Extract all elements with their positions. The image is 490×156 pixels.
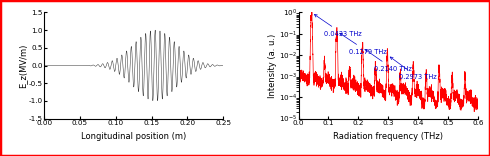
X-axis label: Radiation frequency (THz): Radiation frequency (THz) xyxy=(333,132,443,141)
Text: 0.1279 THz: 0.1279 THz xyxy=(340,33,387,55)
Text: 0.2973 THz: 0.2973 THz xyxy=(390,57,437,80)
Y-axis label: E_z(MV/m): E_z(MV/m) xyxy=(18,43,27,88)
Y-axis label: Intensity (a. u.): Intensity (a. u.) xyxy=(269,33,277,98)
Text: 0.0433 THz: 0.0433 THz xyxy=(315,15,362,37)
Text: 0.2140 THz: 0.2140 THz xyxy=(366,50,412,72)
X-axis label: Longitudinal position (m): Longitudinal position (m) xyxy=(81,132,186,141)
